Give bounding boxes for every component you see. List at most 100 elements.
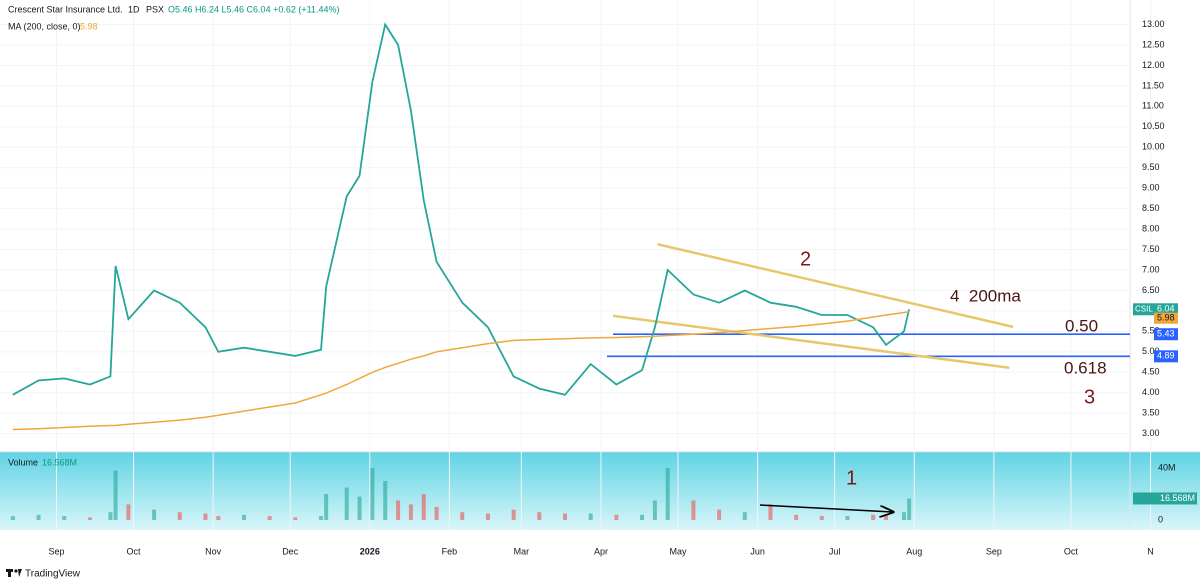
volume-title: Volume — [8, 457, 38, 467]
y-tick-label: 11.50 — [1142, 80, 1164, 90]
ma-label-box — [1154, 312, 1178, 324]
x-tick-label: Jun — [750, 546, 765, 556]
level-label-box — [1154, 350, 1178, 363]
volume-bar — [177, 512, 182, 520]
volume-bar — [267, 516, 272, 520]
volume-bar — [563, 513, 567, 520]
volume-tick-label: 40M — [1158, 462, 1176, 472]
volume-pane — [0, 452, 1200, 530]
x-tick-label: May — [669, 546, 687, 556]
volume-bar — [485, 513, 490, 520]
volume-bar — [691, 500, 696, 520]
volume-bar — [36, 514, 41, 520]
level-label: 4.89 — [1157, 351, 1175, 361]
x-tick-label: Feb — [442, 546, 458, 556]
exchange: PSX — [146, 4, 164, 14]
trend-line — [612, 314, 1010, 370]
trend-line — [657, 243, 1014, 329]
y-tick-label: 4.50 — [1142, 367, 1160, 377]
volume-bar — [87, 517, 92, 520]
volume-bar — [819, 516, 824, 520]
volume-bar — [357, 496, 362, 520]
price-name: CSIL — [1135, 304, 1153, 313]
price-label-box — [1133, 303, 1178, 316]
x-tick-label: Sep — [986, 546, 1002, 556]
y-tick-label: 13.00 — [1142, 19, 1165, 29]
brand: TradingView — [25, 569, 81, 580]
x-tick-label: Apr — [594, 546, 608, 556]
volume-bar — [907, 498, 912, 520]
x-tick-label: Nov — [205, 546, 222, 556]
ma-line — [12, 310, 910, 431]
volume-bar — [794, 514, 799, 520]
volume-bar — [652, 500, 657, 520]
y-tick-label: 9.00 — [1142, 183, 1160, 193]
y-tick-label: 7.50 — [1142, 244, 1160, 254]
volume-bar — [108, 512, 113, 520]
x-tick-label: 2026 — [360, 546, 380, 556]
x-tick-label: Dec — [282, 546, 299, 556]
volume-bar — [324, 494, 329, 520]
annotation: 0.50 — [1065, 316, 1098, 335]
volume-bar — [126, 504, 131, 520]
volume-bar — [511, 509, 516, 520]
x-tick-label: Oct — [127, 546, 142, 556]
volume-bar — [460, 512, 465, 520]
volume-bar — [408, 504, 413, 520]
volume-value: 16.568M — [42, 457, 77, 467]
y-tick-label: 3.00 — [1142, 428, 1160, 438]
ma-label: 5.98 — [1157, 313, 1175, 323]
x-tick-label: N — [1147, 546, 1154, 556]
volume-bar — [241, 514, 246, 520]
price-value: 6.04 — [1157, 304, 1175, 314]
indicator: MA (200, close, 0) — [8, 21, 81, 31]
annotation: 0.618 — [1064, 358, 1107, 377]
x-tick-label: Jul — [829, 546, 841, 556]
y-tick-label: 5.00 — [1142, 346, 1160, 356]
logo — [6, 569, 22, 577]
annotation: 2 — [800, 248, 811, 270]
volume-label-box — [1133, 492, 1197, 505]
annotation: 1 — [846, 467, 857, 489]
volume-bar — [370, 468, 375, 520]
ohlc: O5.46 H6.24 L5.46 C6.04 +0.62 (+11.44%) — [168, 4, 339, 14]
volume-bar — [113, 470, 118, 520]
y-tick-label: 4.00 — [1142, 387, 1160, 397]
x-tick-label: Oct — [1064, 546, 1079, 556]
y-tick-label: 12.50 — [1142, 39, 1165, 49]
volume-bar — [62, 516, 67, 520]
volume-tick-label: 0 — [1158, 514, 1163, 524]
volume-bar — [640, 514, 645, 520]
symbol: Crescent Star Insurance Ltd. — [8, 4, 123, 14]
volume-bar — [344, 487, 349, 520]
volume-bar — [434, 507, 439, 520]
x-tick-label: Sep — [48, 546, 64, 556]
y-tick-label: 3.50 — [1142, 408, 1160, 418]
y-tick-label: 6.50 — [1142, 285, 1160, 295]
y-tick-label: 10.00 — [1142, 142, 1165, 152]
volume-bar — [396, 500, 401, 520]
y-tick-label: 8.00 — [1142, 223, 1160, 233]
x-tick-label: Aug — [906, 546, 922, 556]
y-tick-label: 12.00 — [1142, 60, 1165, 70]
volume-bar — [902, 512, 906, 520]
volume-bar — [319, 516, 324, 520]
y-tick-label: 8.50 — [1142, 203, 1160, 213]
arrow — [759, 504, 893, 512]
volume-bar — [742, 512, 747, 520]
interval: 1D — [128, 4, 140, 14]
y-tick-label: 7.00 — [1142, 264, 1160, 274]
volume-bar — [665, 468, 670, 520]
price-line — [12, 22, 910, 396]
volume-bar — [871, 514, 876, 520]
plot — [10, 22, 1130, 520]
volume-bar — [383, 481, 388, 520]
volume-label: 16.568M — [1160, 493, 1195, 503]
y-tick-label: 9.50 — [1142, 162, 1160, 172]
volume-bar — [845, 516, 850, 520]
y-tick-label: 5.50 — [1142, 326, 1160, 336]
x-tick-label: Mar — [514, 546, 530, 556]
volume-bar — [717, 509, 722, 520]
